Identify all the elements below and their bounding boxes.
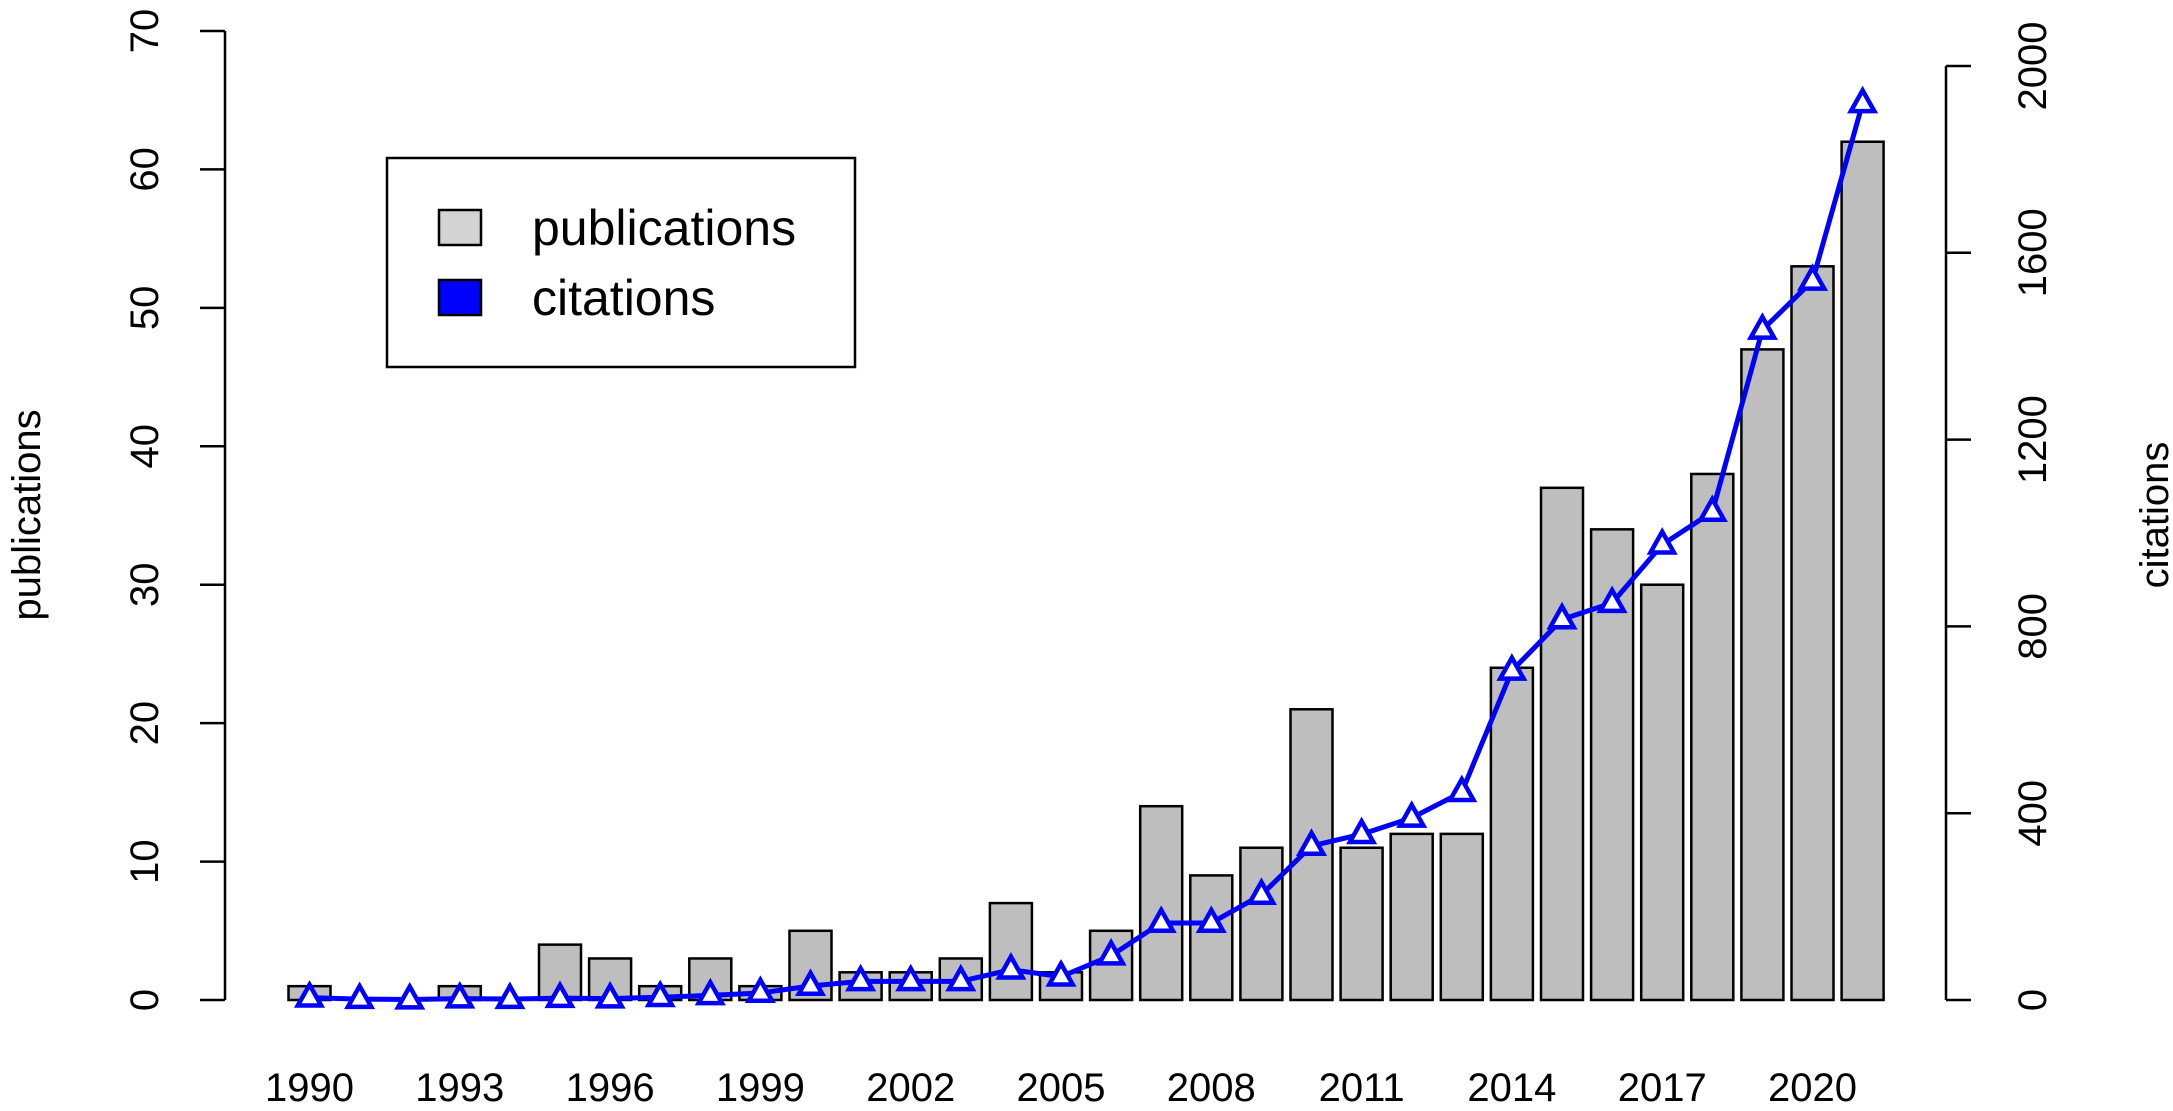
citations-point-1995 (544, 980, 576, 1009)
legend-label-citations: citations (532, 270, 715, 326)
bar-publications-2011 (1339, 846, 1384, 1002)
citations-point-2018 (1696, 494, 1728, 523)
citations-point-1994 (494, 981, 526, 1010)
citations-point-1997 (644, 979, 676, 1008)
right-axis-tick-label-1200: 1200 (2011, 395, 2055, 484)
right-axis-tick-label-800: 800 (2011, 593, 2055, 660)
bar-publications-2014 (1489, 666, 1535, 1002)
bar-publications-2008 (1189, 874, 1234, 1002)
citations-point-2009 (1245, 877, 1277, 905)
citations-point-2011 (1346, 816, 1378, 845)
x-axis-tick-label-2011: 2011 (1319, 1066, 1405, 1110)
right-axis-tick-label-0: 0 (2011, 989, 2055, 1011)
left-axis-title: publications (5, 409, 49, 620)
x-axis-tick-label-2002: 2002 (866, 1066, 955, 1110)
bar-publications-2021 (1840, 140, 1885, 1002)
bar-publications-2020 (1790, 265, 1835, 1002)
bar-publications-2018 (1690, 472, 1735, 1002)
left-axis-tick-label-50: 50 (123, 286, 167, 331)
left-axis-tick-label-0: 0 (123, 989, 167, 1011)
citations-point-2001 (845, 963, 877, 992)
citations-point-2007 (1145, 905, 1177, 933)
citations-point-2010 (1295, 828, 1328, 856)
citations-point-1999 (744, 975, 776, 1004)
citations-point-1996 (594, 981, 626, 1009)
left-axis-tick-label-20: 20 (123, 701, 167, 746)
citations-point-2005 (1045, 959, 1077, 987)
left-axis-tick-label-10: 10 (123, 839, 167, 884)
bar-publications-2017 (1639, 583, 1685, 1002)
bar-publications-2012 (1389, 832, 1434, 1002)
bar-publications-2013 (1439, 832, 1485, 1002)
citations-point-2016 (1596, 585, 1628, 614)
bar-publications-2009 (1239, 846, 1284, 1002)
citations-point-2013 (1446, 774, 1478, 803)
citations-point-2008 (1195, 905, 1227, 933)
citations-point-2000 (794, 968, 827, 997)
right-y-axis: 0 400 800 1200 1600 2000 (1944, 22, 2055, 1011)
bar-publications-2015 (1539, 486, 1585, 1002)
citations-point-1998 (694, 977, 726, 1006)
right-axis-tick-label-400: 400 (2011, 780, 2055, 847)
citations-point-2003 (945, 963, 977, 992)
citations-point-2006 (1095, 938, 1127, 966)
x-axis-tick-label-1999: 1999 (716, 1066, 805, 1110)
x-axis-tick-label-2017: 2017 (1618, 1066, 1707, 1110)
left-axis-tick-label-70: 70 (123, 9, 167, 54)
citations-point-2015 (1546, 601, 1578, 630)
citations-point-1991 (344, 981, 376, 1010)
left-axis-tick-label-30: 30 (123, 562, 167, 607)
citations-point-2020 (1796, 263, 1829, 291)
citations-point-2002 (895, 963, 927, 992)
x-axis-tick-label-2014: 2014 (1467, 1066, 1556, 1110)
x-axis-tick-label-2020: 2020 (1768, 1066, 1857, 1110)
left-y-axis: 0 10 20 30 40 50 60 70 (123, 9, 227, 1011)
legend-box (385, 156, 857, 369)
x-axis-tick-label-2005: 2005 (1017, 1066, 1106, 1110)
citations-point-1990 (293, 980, 326, 1008)
x-axis: 1990 1993 1996 1999 2002 2005 2008 2011 2014 2017… (265, 1066, 1857, 1110)
right-axis-title: citations (2133, 442, 2173, 589)
legend-label-publications: publications (532, 200, 796, 256)
citations-point-2012 (1396, 800, 1428, 828)
legend-swatch-citations (437, 278, 483, 317)
legend-swatch-publications (437, 208, 483, 247)
x-axis-tick-label-2008: 2008 (1167, 1066, 1256, 1110)
bar-publications-2019 (1740, 348, 1785, 1002)
citations-point-2014 (1496, 653, 1528, 681)
citations-point-2021 (1847, 85, 1879, 114)
left-axis-tick-label-60: 60 (123, 147, 167, 192)
legend: publications citations (385, 156, 857, 369)
citations-point-2017 (1646, 527, 1678, 555)
x-axis-tick-label-1993: 1993 (415, 1066, 504, 1110)
citations-point-1992 (394, 981, 426, 1010)
citations-point-1993 (444, 981, 476, 1009)
bar-publications-2004 (988, 901, 1034, 1002)
citations-point-2004 (995, 952, 1027, 980)
bar-publications-2007 (1138, 804, 1184, 1002)
right-axis-tick-label-1600: 1600 (2011, 208, 2055, 297)
right-axis-tick-label-2000: 2000 (2011, 22, 2055, 111)
citations-point-2019 (1746, 312, 1778, 340)
citations-line-layer (293, 85, 1879, 1010)
x-axis-tick-label-1996: 1996 (566, 1066, 655, 1110)
left-axis-tick-label-40: 40 (123, 424, 167, 469)
x-axis-tick-label-1990: 1990 (265, 1066, 354, 1110)
